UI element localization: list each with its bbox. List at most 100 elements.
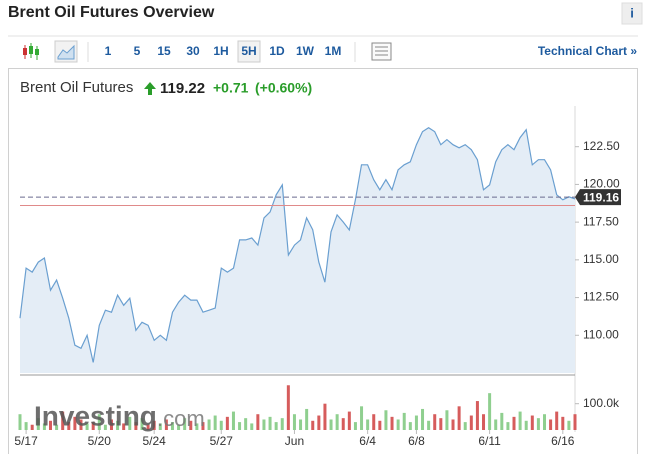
volume-bar [366,419,370,430]
volume-bar [439,418,443,430]
interval-button[interactable]: 1W [296,44,315,58]
volume-bar [262,419,266,430]
volume-bar [85,423,89,430]
x-tick-label: 5/17 [14,434,38,448]
x-tick-label: 5/24 [142,434,166,448]
interval-button[interactable]: 1H [213,44,228,58]
quote-name: Brent Oil Futures [20,79,133,96]
volume-bar [280,418,284,430]
volume-bar [146,424,150,430]
x-tick-label: 5/20 [88,434,112,448]
volume-bar [292,414,296,430]
area-button[interactable] [54,40,78,63]
volume-bar [158,423,162,430]
volume-bar [18,414,22,430]
interval-button[interactable]: 30 [186,44,200,58]
y-tick-label: 112.50 [583,290,619,304]
x-tick-label: 6/11 [478,434,501,448]
volume-bar [445,410,449,430]
volume-bar [244,418,248,430]
x-tick-label: 6/16 [551,434,575,448]
volume-bar [238,422,242,430]
last-price-label: 119.16 [583,190,619,204]
volume-bar [55,424,59,430]
volume-bar [73,416,77,430]
chart-frame [8,68,638,454]
y-tick-label: 117.50 [583,214,619,228]
table-button[interactable] [371,42,392,61]
volume-bar [103,424,107,430]
volume-bar [61,411,65,430]
quote-price: 119.22 [160,80,205,97]
volume-bar [536,418,540,430]
volume-bar [299,419,303,430]
volume-bar [555,411,559,430]
volume-bar [97,414,101,430]
volume-bar [573,414,577,430]
volume-bar [360,406,364,430]
volume-bar [512,416,516,430]
volume-bar [524,420,528,430]
volume-bar [116,420,120,430]
volume-bar [250,423,254,430]
volume-bar [219,420,223,430]
price-area [20,127,575,373]
candlestick-button[interactable] [23,43,39,60]
volume-bar [408,422,412,430]
interval-button[interactable]: 5 [134,44,141,58]
volume-bar [164,419,168,430]
widget-title: Brent Oil Futures Overview [8,4,215,21]
volume-bar [335,414,339,430]
volume-bar [195,423,199,430]
volume-bar [469,415,473,430]
volume-bar [396,419,400,430]
volume-bar [231,411,235,430]
volume-bar [390,416,394,430]
volume-bar [201,422,205,430]
volume-bar [500,412,504,430]
technical-chart-link[interactable]: Technical Chart » [538,44,637,58]
info-button[interactable] [621,2,643,25]
volume-bar [427,420,431,430]
y-tick-label: 120.00 [583,177,620,191]
up-arrow [144,82,156,95]
volume-bar [134,422,138,430]
price-line [19,126,576,363]
volume-bar [317,415,321,430]
interval-button[interactable]: 5H [241,44,256,58]
interval-button[interactable]: 1M [325,44,342,58]
info-icon[interactable]: i [630,5,634,20]
volume-bar [268,416,272,430]
volume-bar [378,420,382,430]
watermark-brand: Investing [34,400,157,431]
volume-bar [311,420,315,430]
quote-change-pct: (+0.60%) [255,80,312,96]
last-price-tag [575,189,621,206]
volume-bar [24,422,28,430]
volume-bar [213,415,217,430]
x-tick-label: Jun [285,434,304,448]
volume-bar [518,411,522,430]
volume-bar [323,403,327,430]
volume-bar [48,420,52,430]
volume-bar [457,406,461,430]
x-tick-label: 6/4 [359,434,376,448]
volume-bar [109,419,113,430]
interval-button[interactable]: 1 [105,44,112,58]
volume-bar [433,414,437,430]
volume-bar [274,422,278,430]
watermark-suffix: .com [157,406,205,431]
volume-bar [91,422,95,430]
volume-bar [256,414,260,430]
interval-button[interactable]: 15 [157,44,171,58]
volume-bar [347,411,351,430]
volume-bar [451,419,455,430]
volume-bar [207,419,211,430]
interval-button[interactable]: 1D [269,44,285,58]
volume-bar [152,420,156,430]
volume-bar [170,422,174,430]
volume-bar [475,401,479,430]
y-tick-label: 115.00 [583,252,619,266]
volume-bar [122,423,126,430]
volume-bar [30,424,34,430]
